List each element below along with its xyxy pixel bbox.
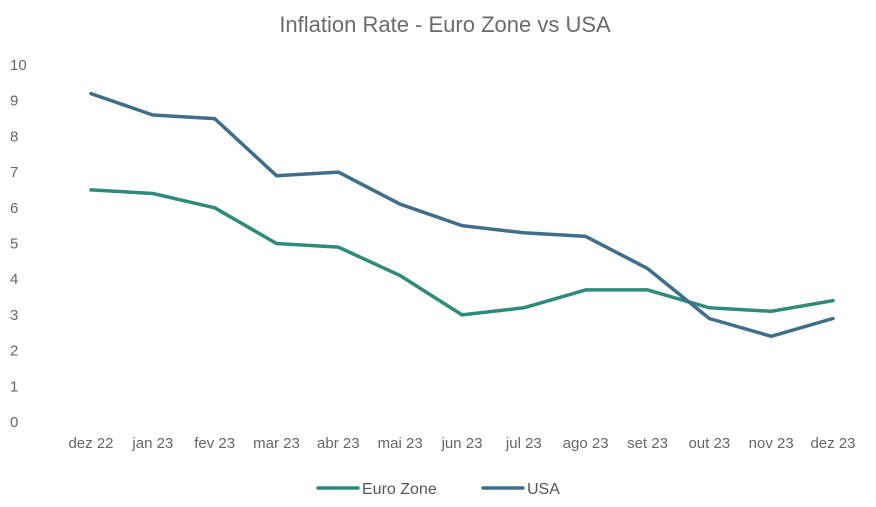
y-tick-label: 10 bbox=[10, 57, 27, 74]
x-tick-label: mai 23 bbox=[378, 435, 423, 452]
x-tick-label: mar 23 bbox=[253, 435, 300, 452]
series-lines bbox=[89, 91, 835, 339]
series-line-euro-zone bbox=[89, 188, 835, 317]
y-tick-label: 6 bbox=[10, 200, 18, 217]
y-tick-label: 0 bbox=[10, 414, 18, 431]
x-tick-label: abr 23 bbox=[317, 435, 360, 452]
y-tick-label: 2 bbox=[10, 343, 18, 360]
y-tick-label: 4 bbox=[10, 271, 18, 288]
x-tick-label: dez 23 bbox=[810, 435, 855, 452]
x-tick-label: set 23 bbox=[627, 435, 668, 452]
y-tick-label: 3 bbox=[10, 307, 18, 324]
x-tick-label: out 23 bbox=[688, 435, 730, 452]
y-tick-label: 5 bbox=[10, 236, 18, 253]
x-tick-label: jul 23 bbox=[505, 435, 542, 452]
y-tick-label: 9 bbox=[10, 93, 18, 110]
y-axis: 0 1 2 3 4 5 6 7 8 9 10 bbox=[10, 57, 27, 431]
y-tick-label: 1 bbox=[10, 378, 18, 395]
chart-title: Inflation Rate - Euro Zone vs USA bbox=[279, 12, 611, 37]
legend-label: Euro Zone bbox=[362, 481, 437, 498]
series-line-usa bbox=[89, 91, 835, 339]
y-tick-label: 7 bbox=[10, 164, 18, 181]
legend: Euro Zone USA bbox=[316, 481, 560, 498]
x-tick-label: dez 22 bbox=[68, 435, 113, 452]
x-axis: dez 22 jan 23 fev 23 mar 23 abr 23 mai 23 jun … bbox=[68, 435, 855, 452]
x-tick-label: nov 23 bbox=[749, 435, 794, 452]
x-tick-label: jun 23 bbox=[441, 435, 483, 452]
x-tick-label: ago 23 bbox=[563, 435, 609, 452]
x-tick-label: jan 23 bbox=[131, 435, 173, 452]
x-tick-label: fev 23 bbox=[194, 435, 235, 452]
y-tick-label: 8 bbox=[10, 128, 18, 145]
legend-label: USA bbox=[527, 481, 560, 498]
